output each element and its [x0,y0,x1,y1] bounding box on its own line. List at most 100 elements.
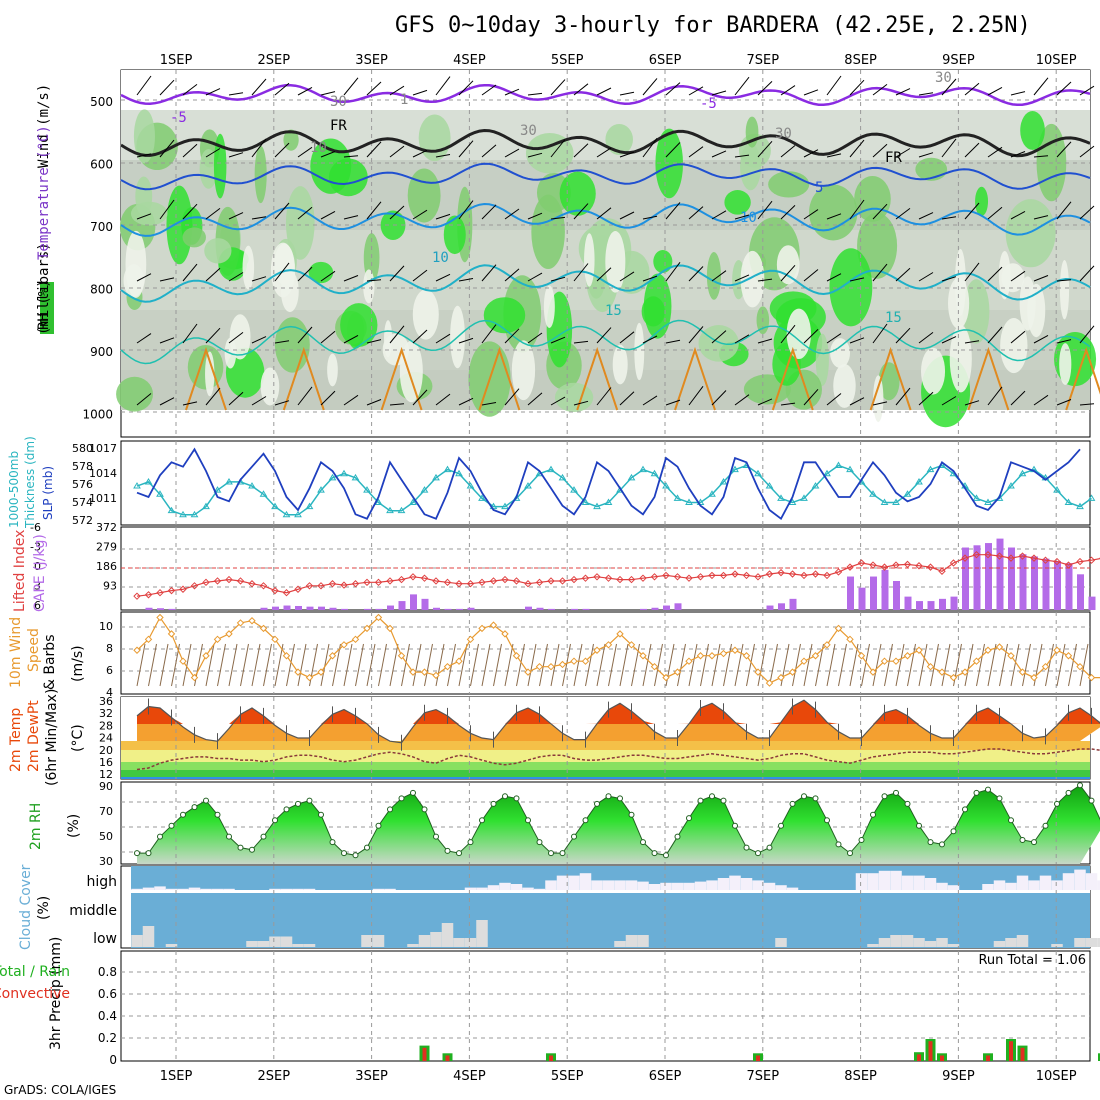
wind-barb [274,142,290,158]
rh-green-patch [653,250,673,274]
wind-speed-marker [754,668,762,676]
wind-barb-10m [240,643,249,687]
low-cloud-bar [936,938,948,947]
precip-conv-bar [549,1055,553,1061]
precip-panel-frame [120,950,1091,1062]
wind-barb [251,396,267,406]
cape-bar [283,605,291,610]
wind-barb [205,148,221,158]
lifted-marker [167,586,176,595]
precip-conv-bar [917,1054,921,1061]
wind-barb [228,272,244,282]
contour-label: 10 [310,140,327,156]
wind-barb [987,206,1003,220]
precip-tick-label: 0 [109,1053,117,1067]
thickness-marker [984,498,992,505]
wind-speed-marker [984,646,992,654]
wind-barb [1079,85,1095,96]
contour-label: FR [330,118,347,134]
wind-barb [711,150,727,158]
credit-label: GrADS: COLA/IGES [4,1083,116,1097]
wind-barb [826,153,842,158]
wind-speed-marker [409,668,417,676]
thickness-tick-label: 580 [72,442,93,455]
rh-dry-patch [1059,343,1072,385]
lifted-marker [133,592,141,600]
wind-barb [205,267,221,282]
wind-barb [136,273,152,282]
date-label-top: 3SEP [355,53,388,68]
thickness-marker [604,498,613,505]
temp-tick-label: 28 [99,719,113,732]
thickness-marker [558,473,567,481]
lifted-marker [547,577,555,585]
wind-barb [872,323,888,344]
high-cloud-bar [280,888,293,890]
wind-barb [389,325,405,344]
precip-conv-bar [1020,1047,1025,1061]
wind-barb [366,399,382,406]
thickness-marker [144,477,153,485]
rh-green-patch [698,325,739,362]
wind-barb [297,206,313,220]
cape-tick-label: 279 [96,541,117,554]
lifted-marker [340,581,348,589]
date-label-top: 9SEP [942,53,975,68]
wind-barb-10m [884,643,893,687]
lifted-marker [926,563,935,571]
temp-contour-25 [282,346,325,411]
thickness-marker [386,506,394,514]
wind-speed-marker [328,652,337,660]
wind-panel: 10 8 6 4 [99,611,1100,699]
temp-tick-label: 12 [99,768,113,781]
rh-dry-patch [954,249,966,316]
wind-barb [665,262,681,282]
lifted-marker [834,568,843,576]
high-cloud-bar [292,888,304,890]
thickness-marker [420,486,429,493]
rh-dry-patch [605,230,626,293]
lifted-marker [535,578,544,587]
date-label-bottom: 8SEP [844,1069,877,1084]
upper-ylabel: (millibars) [36,242,52,335]
rh-marker [571,833,577,840]
precip-tick-label: 0.8 [98,965,117,979]
low-cloud-bar [246,941,258,947]
rh-marker [272,817,278,824]
rh-green-patch [418,114,451,162]
wind-barb [596,87,612,96]
thickness-marker [167,506,176,514]
lifted-marker [443,578,452,587]
temp-tick-label: 36 [99,695,113,708]
high-cloud-bar [1016,875,1029,890]
cape-bar [364,608,371,610]
wind-barb [527,92,543,96]
wind-barb [573,263,589,282]
wind-speed-marker [880,657,889,665]
high-cloud-bar [177,888,189,890]
lifted-index-line [136,554,1100,597]
wind-barb-10m [217,643,226,687]
rh-dry-patch [921,347,946,395]
high-cloud-bar [165,888,178,890]
high-cloud-bar [303,888,316,890]
rh-marker [605,793,612,800]
high-cloud-bar [1097,880,1100,890]
rh-marker [226,833,232,840]
wind-barb [1056,201,1072,220]
high-cloud-bar [717,878,730,890]
rh-marker [421,806,428,813]
rh-marker [720,797,727,804]
rh-marker [1065,789,1072,796]
slp-tick-label: 1014 [89,467,117,480]
contour-label: 30 [520,123,537,139]
wind-speed-marker [857,652,866,660]
wind-speed-marker [363,624,371,633]
rh-green-patch [559,171,596,216]
wind-barb [159,199,175,220]
lifted-marker [754,573,762,581]
cape-bar [950,596,958,610]
wind-barb [343,155,359,158]
pressure-tick-label: 600 [90,158,113,172]
low-cloud-bar [1085,938,1098,947]
